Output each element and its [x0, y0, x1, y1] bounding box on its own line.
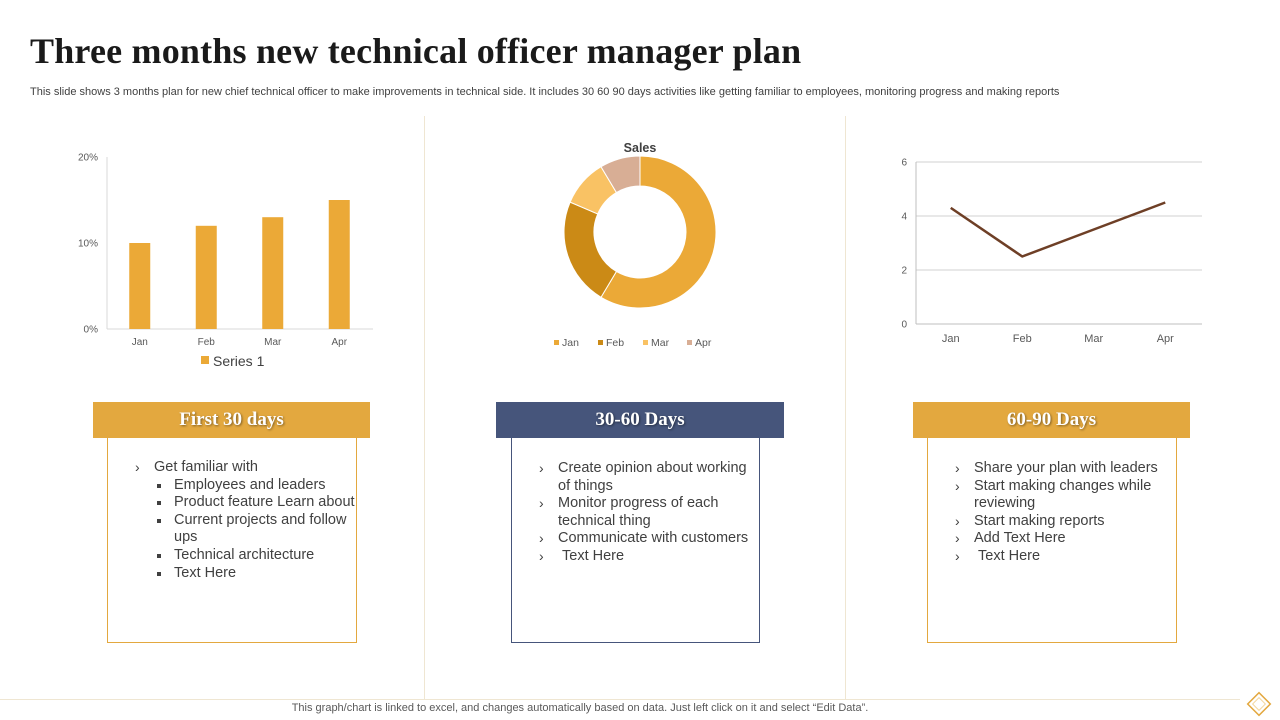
- footer-note: This graph/chart is linked to excel, and…: [291, 702, 869, 714]
- plan-item: Text Here: [954, 548, 1176, 566]
- footer-divider: [0, 699, 1240, 700]
- page-title: Three months new technical officer manag…: [30, 31, 802, 71]
- column-divider-right: [845, 116, 846, 700]
- line-chart-svg: 0 2 4 6 Jan Feb Mar Apr: [901, 158, 1202, 345]
- plan-list-60-90: Share your plan with leadersStart making…: [928, 438, 1176, 566]
- plan-header-30-60: 30-60 Days: [496, 402, 784, 438]
- plan-header-60-90: 60-90 Days: [913, 402, 1190, 438]
- bar-x-tick-label: Feb: [198, 337, 216, 348]
- bar-x-tick-label: Apr: [331, 337, 347, 348]
- bar-x-tick-label: Jan: [132, 337, 148, 348]
- plan-sub-item: Text Here: [154, 565, 356, 583]
- plan-header-first-30: First 30 days: [93, 402, 370, 438]
- donut-legend-label: Apr: [695, 337, 712, 349]
- donut-title: Sales: [624, 141, 657, 155]
- bar-mark[interactable]: [328, 200, 350, 329]
- line-x-tick-label: Mar: [1084, 333, 1103, 345]
- plan-box-first-30: Get familiar with Employees and leadersP…: [107, 437, 357, 643]
- line-y-tick-label: 0: [901, 320, 907, 331]
- line-chart[interactable]: 0 2 4 6 Jan Feb Mar Apr: [885, 148, 1215, 353]
- plan-box-30-60: Create opinion about working of thingsMo…: [511, 437, 760, 643]
- donut-slice[interactable]: [600, 155, 717, 309]
- plan-item: Text Here: [538, 548, 759, 566]
- line-x-tick-label: Apr: [1157, 333, 1174, 345]
- plan-sub-item: Product feature Learn about: [154, 494, 356, 512]
- bar-mark[interactable]: [262, 217, 284, 329]
- line-x-tick-label: Feb: [1013, 333, 1032, 345]
- bar-legend-swatch: [201, 356, 209, 364]
- sub-list-wrapper: Employees and leaders Product feature Lea…: [134, 477, 356, 583]
- line-y-tick-label: 2: [901, 266, 907, 277]
- donut-chart[interactable]: Sales Jan Feb Mar Apr: [530, 135, 750, 360]
- column-divider-left: [424, 116, 425, 700]
- plan-sub-list: Employees and leaders Product feature Lea…: [154, 477, 356, 583]
- donut-slice[interactable]: [600, 155, 641, 194]
- donut-legend-swatch: [643, 340, 648, 345]
- bar-chart[interactable]: 0% 10% 20% Jan Feb Mar Apr Series 1: [60, 140, 390, 380]
- line-series[interactable]: [950, 201, 1166, 258]
- plan-item: Create opinion about working of things: [538, 460, 759, 495]
- plan-sub-item: Employees and leaders: [154, 477, 356, 495]
- plan-item: Start making reports: [954, 513, 1176, 531]
- line-y-tick-label: 6: [901, 158, 907, 169]
- page-subtitle: This slide shows 3 months plan for new c…: [30, 86, 1060, 98]
- diamond-logo-icon: [1244, 689, 1274, 720]
- bar-y-tick-label: 10%: [78, 239, 98, 250]
- donut-slice[interactable]: [563, 201, 618, 298]
- bar-mark[interactable]: [195, 225, 217, 329]
- plan-item: Start making changes while reviewing: [954, 478, 1176, 513]
- plan-item: Monitor progress of each technical thing: [538, 495, 759, 530]
- donut-legend-label: Feb: [606, 337, 624, 349]
- donut-chart-svg: Sales Jan Feb Mar Apr: [554, 141, 717, 349]
- plan-item: Share your plan with leaders: [954, 460, 1176, 478]
- line-x-tick-label: Jan: [942, 333, 960, 345]
- donut-legend-label: Mar: [651, 337, 670, 349]
- plan-sub-item: Technical architecture: [154, 547, 356, 565]
- plan-item: Add Text Here: [954, 530, 1176, 548]
- plan-item: Communicate with customers: [538, 530, 759, 548]
- donut-legend-swatch: [598, 340, 603, 345]
- donut-legend-swatch: [554, 340, 559, 345]
- plan-box-60-90: Share your plan with leadersStart making…: [927, 437, 1177, 643]
- plan-list-first-30: Get familiar with Employees and leadersP…: [108, 438, 356, 582]
- plan-intro-item: Get familiar with: [134, 459, 356, 477]
- bar-chart-svg: 0% 10% 20% Jan Feb Mar Apr Series 1: [78, 153, 373, 369]
- donut-legend-label: Jan: [562, 337, 579, 349]
- bar-y-tick-label: 20%: [78, 153, 98, 164]
- bar-x-tick-label: Mar: [264, 337, 282, 348]
- bar-legend-label: Series 1: [213, 353, 265, 369]
- line-y-tick-label: 4: [901, 212, 907, 223]
- bar-y-tick-label: 0%: [84, 325, 99, 336]
- bar-mark[interactable]: [129, 243, 151, 329]
- plan-sub-item: Current projects and follow ups: [154, 512, 356, 547]
- plan-list-30-60: Create opinion about working of thingsMo…: [512, 438, 759, 566]
- donut-legend-swatch: [687, 340, 692, 345]
